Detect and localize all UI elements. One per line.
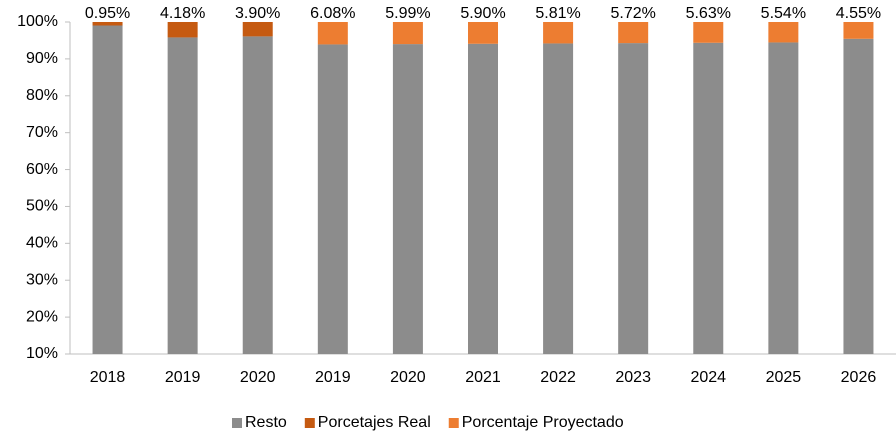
data-label: 5.99%	[385, 5, 430, 22]
x-tick-label: 2019	[315, 369, 351, 386]
data-label: 5.90%	[460, 5, 505, 22]
x-tick-label: 2023	[615, 369, 651, 386]
data-label: 4.18%	[160, 5, 205, 22]
data-label: 5.72%	[610, 5, 655, 22]
bar-segment	[92, 22, 123, 26]
y-tick-label: 30%	[26, 271, 58, 288]
bar-segment	[92, 25, 123, 354]
x-tick-label: 2025	[766, 369, 802, 386]
y-tick-label: 90%	[26, 50, 58, 67]
legend-label: Porcentaje Proyectado	[462, 414, 624, 431]
bar-segment	[317, 44, 348, 355]
bar-segment	[618, 43, 649, 355]
y-tick-label: 10%	[26, 345, 58, 362]
x-tick-label: 2020	[390, 369, 426, 386]
x-tick-label: 2026	[841, 369, 877, 386]
data-label: 5.63%	[686, 5, 731, 22]
bar-segment	[392, 22, 423, 45]
bar-segment	[468, 43, 498, 355]
legend-swatch	[448, 418, 459, 428]
bar-segment	[167, 22, 198, 38]
x-tick-label: 2021	[465, 369, 501, 386]
bar-segment	[317, 22, 348, 45]
bar-segment	[693, 42, 724, 355]
legend: Resto Porcetajes Real Porcentaje Proyectad…	[232, 414, 624, 431]
data-label: 4.55%	[836, 5, 881, 22]
x-tick-label: 2024	[690, 369, 726, 386]
bar-segment	[543, 43, 574, 355]
bar-segment	[768, 42, 799, 355]
bar-segment	[843, 38, 874, 354]
bar-segment	[167, 37, 198, 354]
y-tick-label: 20%	[26, 308, 58, 325]
bar-segment	[543, 22, 574, 44]
bar-segment	[392, 44, 423, 355]
data-label: 3.90%	[235, 5, 280, 22]
y-tick-label: 100%	[17, 13, 58, 30]
y-tick-label: 70%	[26, 124, 58, 141]
data-label: 5.81%	[535, 5, 580, 22]
bar-segment	[618, 22, 649, 44]
x-tick-label: 2019	[165, 369, 201, 386]
legend-label: Resto	[245, 414, 287, 431]
legend-label: Porcetajes Real	[318, 414, 431, 431]
bar-segment	[242, 22, 273, 37]
y-tick-label: 60%	[26, 161, 58, 178]
data-label: 5.54%	[761, 5, 806, 22]
legend-swatch	[304, 418, 315, 428]
bar-segment	[242, 36, 273, 355]
y-tick-label: 80%	[26, 87, 58, 104]
bar-segment	[768, 22, 799, 43]
data-label: 0.95%	[85, 5, 130, 22]
x-tick-label: 2018	[90, 369, 126, 386]
data-label: 6.08%	[310, 5, 355, 22]
bar-segment	[468, 22, 498, 44]
legend-swatch	[232, 418, 242, 428]
bar-segment	[843, 22, 874, 39]
bar-segment	[693, 22, 724, 43]
x-tick-label: 2020	[240, 369, 276, 386]
y-tick-label: 40%	[26, 235, 58, 252]
x-tick-label: 2022	[540, 369, 576, 386]
y-tick-label: 50%	[26, 198, 58, 215]
